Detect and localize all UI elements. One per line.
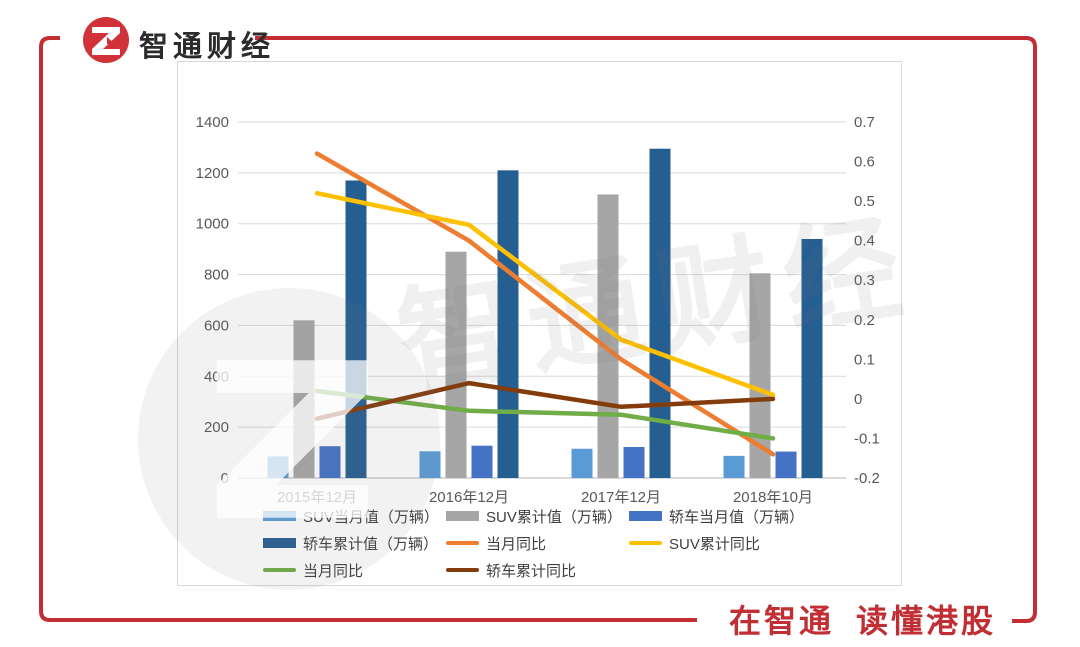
legend-label: 当月同比	[486, 535, 547, 553]
legend-label: 轿车累计值（万辆）	[303, 535, 439, 553]
legend-item: 轿车当月值（万辆）	[629, 506, 804, 526]
chart: 1400 1200 1000 800 600 400 200 0 0.7 0.6 0.5 0.4 0.3…	[177, 61, 902, 586]
legend-item: 当月同比	[263, 560, 363, 580]
legend-label: SUV累计同比	[669, 535, 760, 553]
legend-label: SUV当月值（万辆）	[303, 508, 439, 526]
legend-label: SUV累计值（万辆）	[486, 508, 622, 526]
legend-item: SUV累计同比	[629, 533, 760, 553]
footer-slogan: 在智通 读懂港股	[729, 596, 996, 642]
zhitong-logo-icon	[83, 17, 129, 63]
legend-item: SUV当月值（万辆）	[263, 506, 439, 526]
legend-label: 轿车累计同比	[486, 562, 577, 580]
legend-label: 轿车当月值（万辆）	[669, 508, 805, 526]
slogan-part2: 读懂港股	[856, 603, 997, 639]
legend-swatch	[629, 541, 662, 545]
legend-swatch	[263, 511, 296, 521]
chart-legend: SUV当月值（万辆） SUV累计值（万辆） 轿车当月值（万辆） 轿车累计值（万辆） 当月…	[178, 62, 901, 585]
legend-swatch	[629, 511, 662, 521]
legend-item: 当月同比	[446, 533, 546, 553]
brand-title: 智通财经	[139, 31, 276, 63]
legend-item: 轿车累计值（万辆）	[263, 533, 438, 553]
legend-swatch	[446, 511, 479, 521]
legend-item: SUV累计值（万辆）	[446, 506, 622, 526]
logo-z-glyph	[92, 27, 120, 55]
legend-swatch	[446, 568, 479, 572]
legend-swatch	[263, 568, 296, 572]
slogan-part1: 在智通	[729, 603, 835, 639]
legend-swatch	[446, 541, 479, 545]
legend-swatch	[263, 538, 296, 548]
legend-label: 当月同比	[303, 562, 364, 580]
legend-item: 轿车累计同比	[446, 560, 576, 580]
